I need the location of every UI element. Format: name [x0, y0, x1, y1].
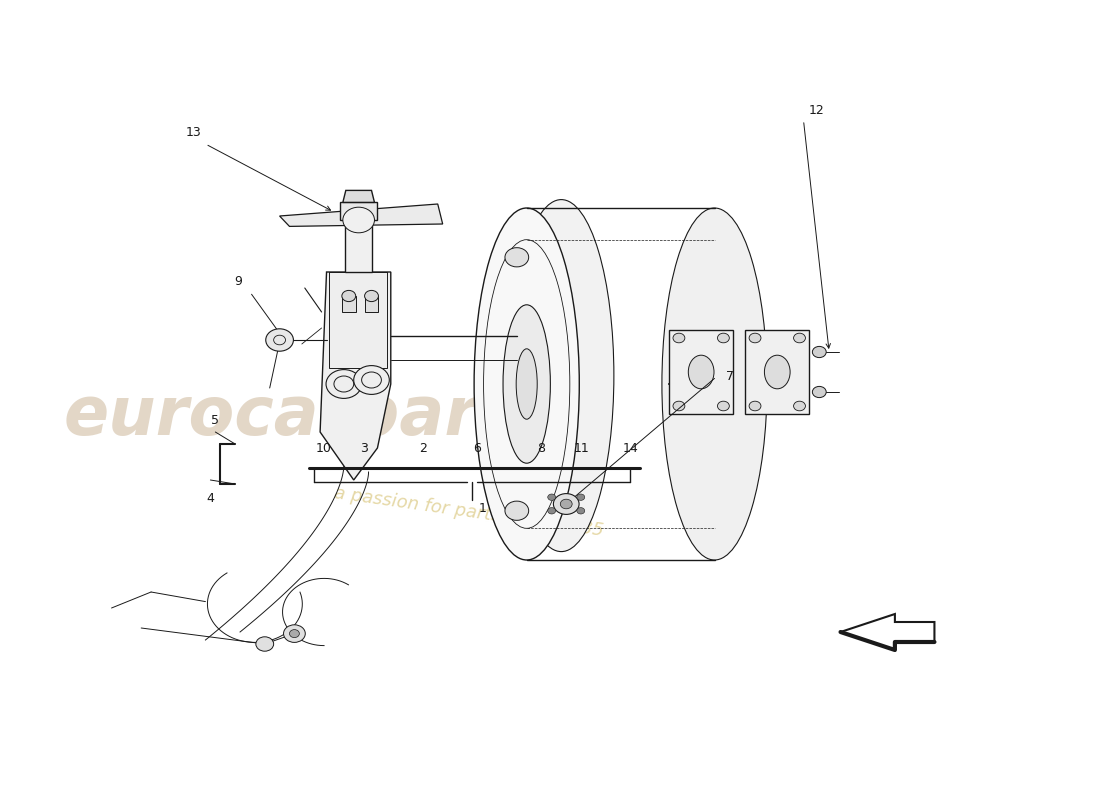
- Text: eurocarparts: eurocarparts: [64, 383, 549, 449]
- Circle shape: [326, 370, 362, 398]
- Circle shape: [717, 333, 729, 342]
- Bar: [669, 330, 734, 414]
- Ellipse shape: [516, 349, 537, 419]
- Polygon shape: [320, 272, 390, 480]
- Circle shape: [289, 630, 299, 638]
- Text: 4: 4: [207, 492, 215, 505]
- Text: 5: 5: [211, 414, 219, 426]
- Bar: [329, 272, 387, 368]
- Circle shape: [813, 386, 826, 398]
- Circle shape: [548, 494, 556, 501]
- Text: 11: 11: [573, 442, 588, 454]
- Circle shape: [749, 333, 761, 342]
- Circle shape: [560, 499, 572, 509]
- Circle shape: [342, 290, 355, 302]
- Bar: [344, 220, 373, 272]
- Text: 13: 13: [186, 126, 201, 138]
- Text: a passion for parts since 1985: a passion for parts since 1985: [333, 484, 605, 540]
- Circle shape: [749, 401, 761, 411]
- Circle shape: [354, 366, 389, 394]
- Circle shape: [793, 333, 805, 342]
- Circle shape: [576, 494, 585, 501]
- Ellipse shape: [503, 305, 550, 463]
- Circle shape: [548, 508, 556, 514]
- Circle shape: [284, 625, 306, 642]
- Circle shape: [553, 494, 579, 514]
- Bar: [364, 296, 378, 312]
- Bar: [745, 330, 810, 414]
- Ellipse shape: [764, 355, 790, 389]
- Ellipse shape: [689, 355, 714, 389]
- Polygon shape: [279, 204, 442, 226]
- Text: 2: 2: [419, 442, 427, 454]
- Circle shape: [505, 501, 529, 520]
- Circle shape: [793, 401, 805, 411]
- Ellipse shape: [662, 208, 767, 560]
- Text: 12: 12: [808, 104, 824, 117]
- Circle shape: [266, 329, 294, 351]
- Polygon shape: [343, 190, 374, 202]
- Circle shape: [343, 207, 374, 233]
- Circle shape: [717, 401, 729, 411]
- Circle shape: [673, 401, 685, 411]
- Circle shape: [673, 333, 685, 342]
- Bar: [342, 296, 355, 312]
- Text: 9: 9: [234, 275, 242, 288]
- Text: 10: 10: [316, 442, 332, 454]
- Circle shape: [505, 248, 529, 267]
- Bar: [340, 202, 377, 220]
- Circle shape: [364, 290, 378, 302]
- Text: 6: 6: [473, 442, 481, 454]
- Ellipse shape: [508, 200, 614, 552]
- Circle shape: [256, 637, 274, 651]
- Polygon shape: [840, 614, 934, 650]
- Text: 14: 14: [623, 442, 638, 454]
- Text: 7: 7: [726, 370, 735, 382]
- Ellipse shape: [474, 208, 580, 560]
- Text: 3: 3: [360, 442, 367, 454]
- Circle shape: [576, 508, 585, 514]
- Circle shape: [813, 346, 826, 358]
- Text: 8: 8: [538, 442, 546, 454]
- Text: 1: 1: [478, 502, 486, 514]
